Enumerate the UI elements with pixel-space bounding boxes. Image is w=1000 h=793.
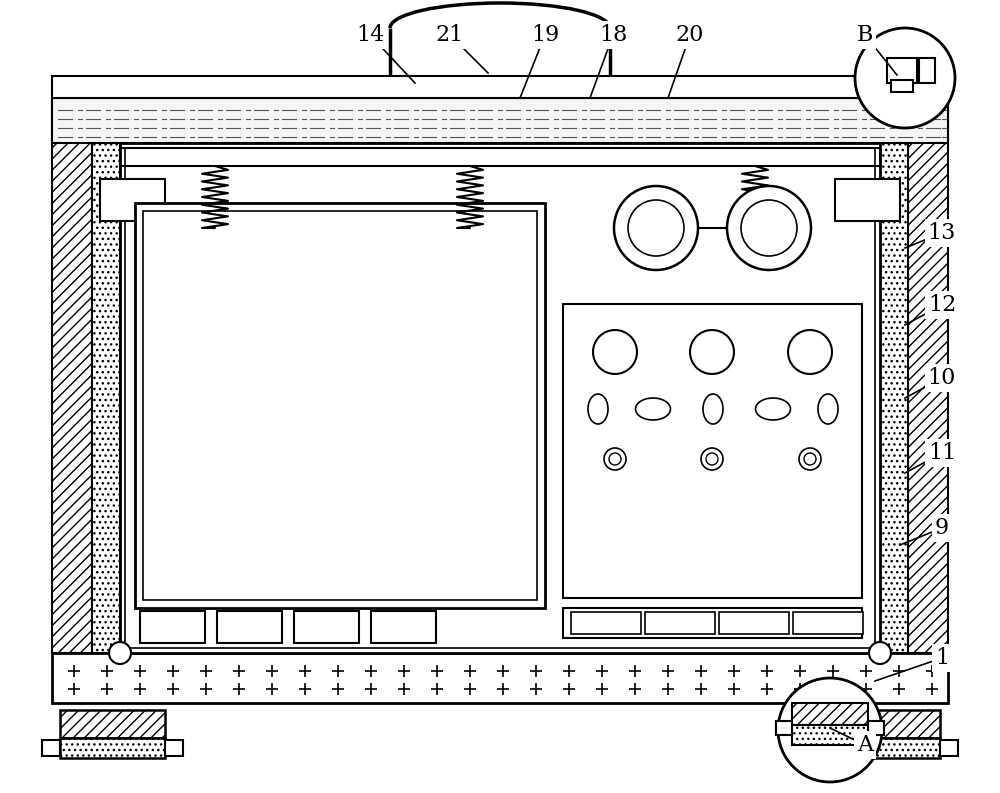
Bar	[919, 58, 935, 83]
Ellipse shape	[636, 398, 670, 420]
Bar	[645, 612, 715, 634]
Bar	[371, 611, 436, 643]
Text: 20: 20	[676, 24, 704, 46]
Bar	[891, 80, 913, 92]
Ellipse shape	[818, 394, 838, 424]
Text: 18: 18	[599, 24, 627, 46]
Text: 13: 13	[928, 222, 956, 244]
Bar	[880, 98, 908, 653]
Circle shape	[855, 28, 955, 128]
Circle shape	[109, 642, 131, 664]
Bar	[835, 710, 940, 738]
Ellipse shape	[756, 398, 790, 420]
Circle shape	[741, 200, 797, 256]
Ellipse shape	[703, 394, 723, 424]
Bar	[120, 143, 880, 653]
Bar	[793, 612, 863, 634]
Text: 10: 10	[928, 367, 956, 389]
Circle shape	[604, 448, 626, 470]
Circle shape	[869, 642, 891, 664]
Text: 19: 19	[531, 24, 559, 46]
Bar	[125, 148, 875, 648]
Circle shape	[690, 330, 734, 374]
Circle shape	[614, 186, 698, 270]
Bar	[792, 703, 868, 725]
Text: B: B	[857, 24, 873, 46]
Text: 14: 14	[356, 24, 384, 46]
Text: 9: 9	[935, 517, 949, 539]
Text: 1: 1	[935, 647, 949, 669]
Bar	[135, 203, 545, 608]
Bar	[52, 98, 92, 653]
Bar	[92, 98, 120, 653]
Ellipse shape	[588, 394, 608, 424]
Bar	[52, 76, 948, 98]
Bar	[792, 725, 868, 745]
Bar	[42, 740, 60, 756]
Bar	[563, 304, 862, 598]
Bar	[143, 211, 537, 600]
Bar	[563, 608, 862, 638]
Text: 11: 11	[928, 442, 956, 464]
Circle shape	[706, 453, 718, 465]
Bar	[776, 721, 792, 735]
Circle shape	[778, 678, 882, 782]
Bar	[940, 740, 958, 756]
Circle shape	[727, 186, 811, 270]
Bar	[719, 612, 789, 634]
Bar	[100, 179, 165, 221]
Bar	[835, 179, 900, 221]
Bar	[165, 740, 183, 756]
Bar	[52, 98, 948, 143]
Bar	[60, 738, 165, 758]
Bar	[60, 710, 165, 738]
Bar	[571, 612, 641, 634]
Bar	[217, 611, 282, 643]
Bar	[52, 653, 948, 703]
Bar	[817, 740, 835, 756]
Bar	[294, 611, 359, 643]
Bar	[868, 721, 884, 735]
Circle shape	[628, 200, 684, 256]
Bar	[835, 738, 940, 758]
Circle shape	[609, 453, 621, 465]
Bar	[140, 611, 205, 643]
Bar	[908, 98, 948, 653]
Circle shape	[593, 330, 637, 374]
Text: A: A	[857, 734, 873, 756]
Text: 21: 21	[436, 24, 464, 46]
Circle shape	[799, 448, 821, 470]
Text: 12: 12	[928, 294, 956, 316]
Circle shape	[701, 448, 723, 470]
Bar	[887, 58, 917, 83]
Circle shape	[804, 453, 816, 465]
Circle shape	[788, 330, 832, 374]
